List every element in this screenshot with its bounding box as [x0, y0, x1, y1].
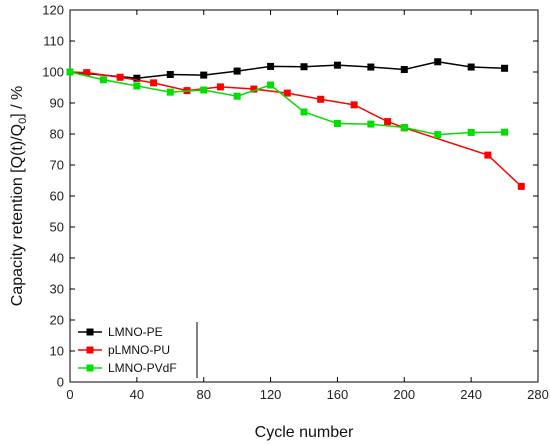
x-tick-label-1: 40 — [130, 387, 144, 402]
series-0-point-9 — [400, 66, 408, 74]
series-2-point-12 — [467, 128, 475, 136]
series-0 — [66, 58, 509, 82]
series-0-point-4 — [233, 67, 241, 75]
series-2 — [66, 68, 509, 139]
series-2-point-3 — [166, 88, 174, 96]
series-0-point-5 — [267, 62, 275, 70]
y-tick-label-9: 90 — [50, 96, 64, 111]
y-tick-label-8: 80 — [50, 127, 64, 142]
series-2-point-0 — [66, 68, 74, 76]
legend-label-1: pLMNO-PU — [108, 343, 170, 357]
series-1-point-6 — [250, 85, 258, 93]
x-tick-label-3: 120 — [260, 387, 282, 402]
series-2-point-11 — [434, 131, 442, 139]
legend-label-0: LMNO-PE — [108, 325, 163, 339]
x-tick-label-4: 160 — [327, 387, 349, 402]
series-0-point-8 — [367, 63, 375, 71]
series-2-point-4 — [200, 86, 208, 94]
series-0-point-7 — [333, 61, 341, 69]
series-2-point-10 — [400, 123, 408, 131]
x-tick-label-5: 200 — [393, 387, 415, 402]
legend-marker-1 — [86, 346, 94, 354]
series-1-point-9 — [350, 101, 358, 109]
series-2-point-13 — [501, 128, 509, 136]
x-tick-label-7: 280 — [527, 387, 549, 402]
series-layer — [66, 58, 525, 190]
series-1-point-2 — [116, 73, 124, 81]
series-2-point-1 — [99, 76, 107, 84]
series-1-point-5 — [216, 83, 224, 91]
series-1-point-3 — [150, 79, 158, 87]
series-2-point-6 — [267, 81, 275, 89]
series-1-point-7 — [283, 89, 291, 97]
series-1-point-13 — [517, 182, 525, 190]
y-tick-label-2: 20 — [50, 313, 64, 328]
series-0-point-1 — [133, 74, 141, 82]
series-2-point-9 — [367, 120, 375, 128]
series-0-point-12 — [501, 64, 509, 72]
y-tick-label-10: 100 — [42, 65, 64, 80]
y-tick-label-0: 0 — [57, 375, 64, 390]
y-tick-label-6: 60 — [50, 189, 64, 204]
y-tick-label-4: 40 — [50, 251, 64, 266]
y-axis-title-subscript: 0 — [17, 118, 29, 124]
y-tick-label-3: 30 — [50, 282, 64, 297]
legend-label-2: LMNO-PVdF — [108, 361, 177, 375]
y-tick-label-12: 120 — [42, 3, 64, 18]
y-axis-title-end: ] / % — [9, 86, 26, 118]
x-axis-title: Cycle number — [255, 424, 354, 441]
series-0-point-2 — [166, 70, 174, 78]
axis-ticks: 0 40 80 120 160 200 240 280 0 10 20 30 40 50 60 70 80 90 1… — [42, 3, 549, 403]
series-2-point-7 — [300, 108, 308, 116]
y-axis-title: Capacity retention [Q(t)/Q0] / % — [9, 86, 29, 306]
legend: LMNO-PE pLMNO-PU LMNO-PVdF — [78, 322, 198, 378]
y-tick-label-1: 10 — [50, 344, 64, 359]
x-tick-label-0: 0 — [66, 387, 73, 402]
x-tick-label-6: 240 — [460, 387, 482, 402]
series-1-point-10 — [384, 118, 392, 126]
series-2-point-5 — [233, 92, 241, 100]
series-2-point-2 — [133, 82, 141, 90]
series-line-2 — [69, 71, 505, 136]
series-0-point-11 — [467, 63, 475, 71]
y-tick-label-5: 50 — [50, 220, 64, 235]
series-1-point-8 — [317, 95, 325, 103]
y-tick-label-7: 70 — [50, 158, 64, 173]
legend-marker-2 — [86, 364, 94, 372]
series-2-point-8 — [333, 119, 341, 127]
series-0-point-6 — [300, 63, 308, 71]
series-1-point-12 — [484, 151, 492, 159]
legend-marker-0 — [86, 328, 94, 336]
series-0-point-3 — [200, 71, 208, 79]
x-tick-label-2: 80 — [196, 387, 210, 402]
y-axis-title-main: Capacity retention [Q(t)/Q — [9, 124, 26, 306]
y-tick-label-11: 110 — [43, 34, 64, 49]
series-1-point-1 — [83, 69, 91, 77]
series-0-point-10 — [434, 58, 442, 66]
